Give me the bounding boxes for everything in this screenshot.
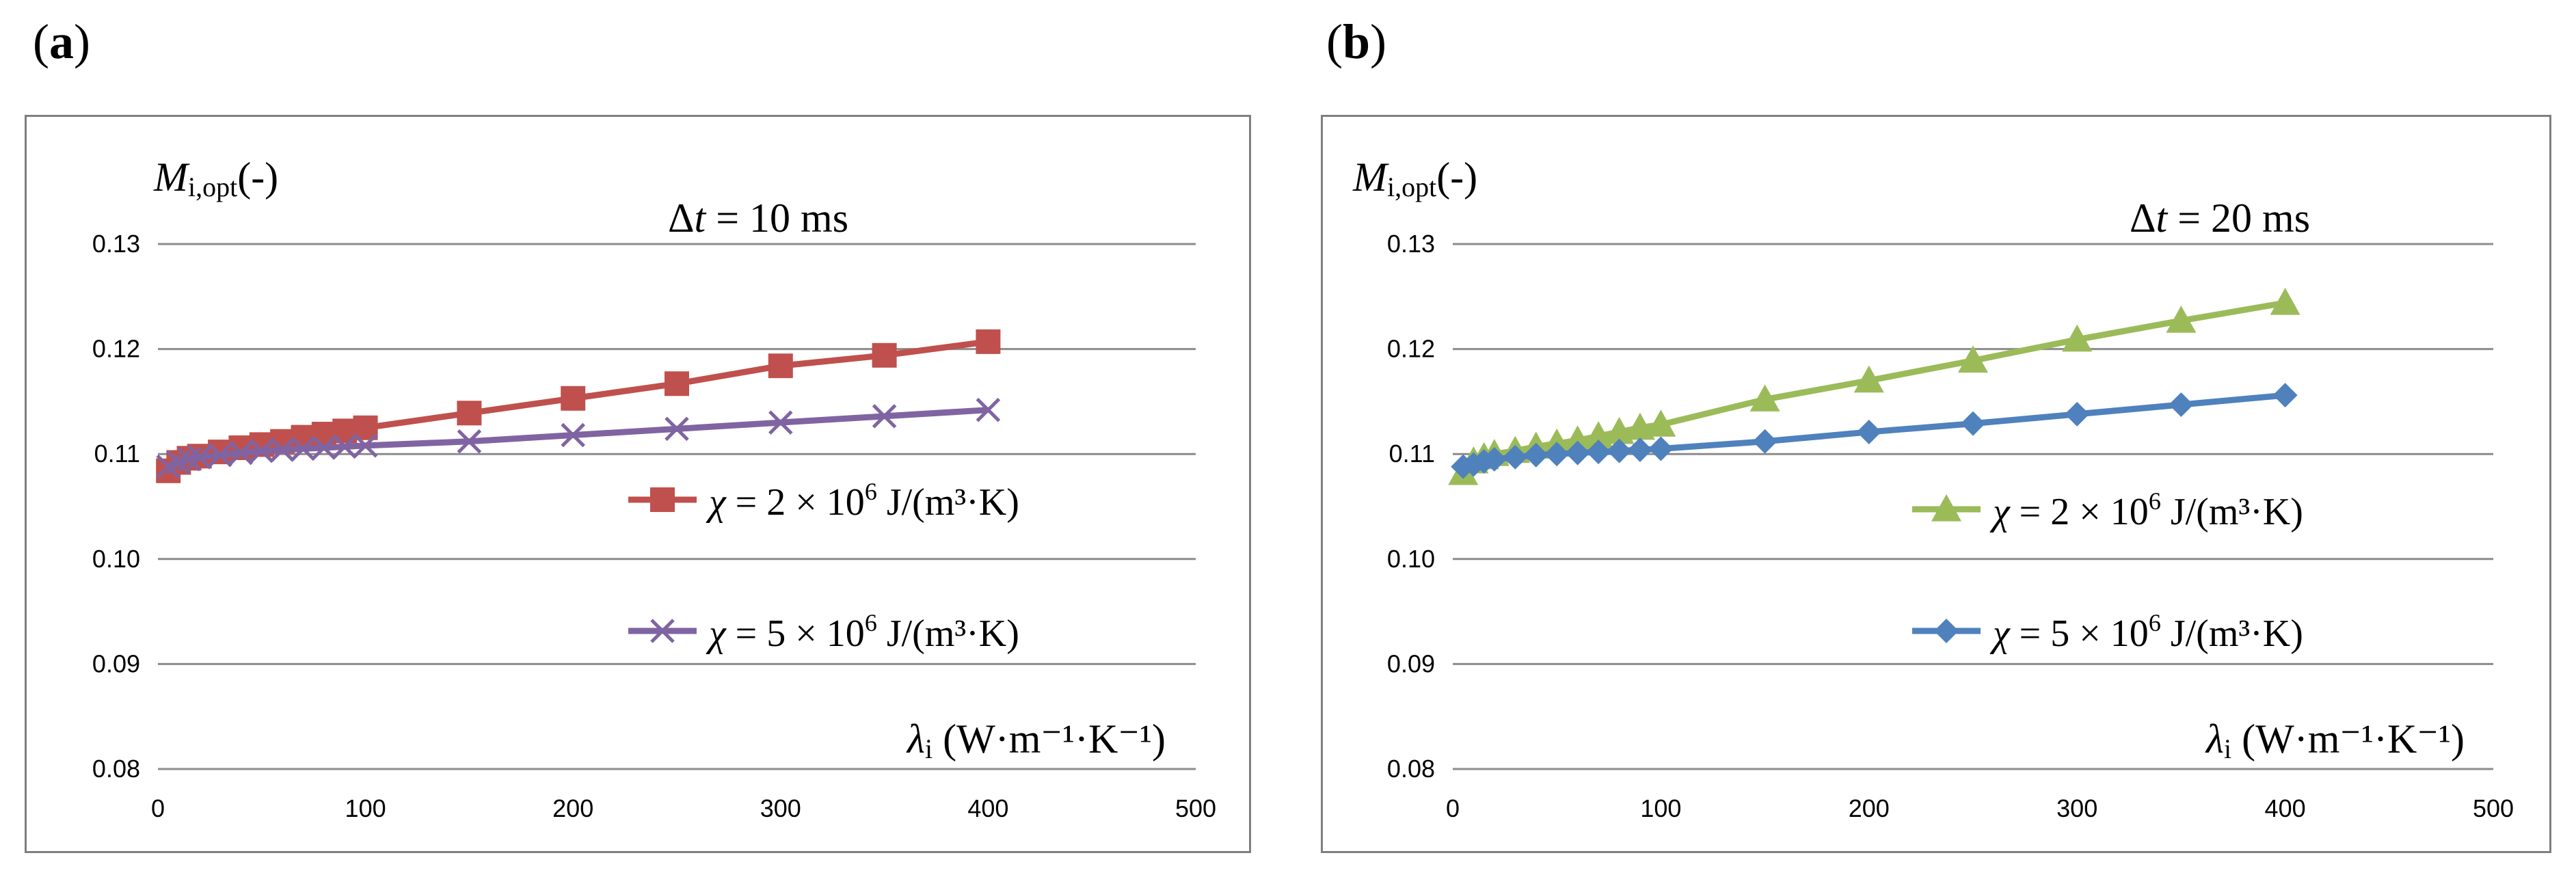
chart-a-ytick-label: 0.11 <box>94 440 140 468</box>
chart-b-series-1-point <box>1503 444 1528 470</box>
chart-a-legend-swatch-marker <box>650 619 675 643</box>
chart-b-legend-swatch-marker <box>1931 494 1961 522</box>
chart-a-legend-label-1: χ = 5 × 106 J/(m³·K) <box>706 609 1019 655</box>
chart-a-series-1-point <box>291 436 316 461</box>
chart-a-series-1-point <box>353 433 378 458</box>
panel-label-a-open: ( <box>33 14 49 69</box>
chart-b-series-0-point <box>1646 409 1676 437</box>
chart-b-series-0-point <box>1624 412 1655 440</box>
chart-b-ytick-label: 0.11 <box>1389 440 1435 468</box>
chart-a-xtick-label: 0 <box>151 794 165 822</box>
chart-a-annotation: Δt = 10 ms <box>668 195 848 241</box>
chart-a-ytick-label: 0.13 <box>92 230 140 258</box>
chart-b-series-0-point <box>1853 365 1884 393</box>
chart-a-series-1-point <box>665 416 689 442</box>
chart-a-xlabel: λi (W·m⁻¹·K⁻¹) <box>906 716 1166 764</box>
chart-a-series-0-point <box>561 386 586 411</box>
chart-b-series-1-point <box>1627 437 1652 463</box>
panel-label-b-open: ( <box>1326 14 1343 69</box>
chart-a-xtick-label: 400 <box>967 794 1008 822</box>
chart-a-series-1-point <box>187 445 212 470</box>
panel-label-a-letter: a <box>49 14 74 69</box>
chart-b-series-1-point <box>1607 438 1632 463</box>
chart-a-series-1-point <box>332 434 358 459</box>
chart-b-series-1-point <box>1856 419 1881 444</box>
chart-b-series-0-point <box>2270 288 2300 315</box>
chart-a-series-1-point <box>312 435 336 460</box>
chart-a-series-1-point <box>872 404 897 429</box>
chart-b-legend-label-1: χ = 5 × 106 J/(m³·K) <box>1989 609 2303 655</box>
chart-a-ylabel: Mi,opt(-) <box>153 154 278 202</box>
chart-b-xtick-label: 100 <box>1640 794 1681 822</box>
chart-b-series-1-point <box>1586 440 1611 465</box>
panel-label-b: (b) <box>1326 14 1386 70</box>
chart-b-ytick-label: 0.13 <box>1387 230 1435 258</box>
chart-b-series-1-point <box>1961 411 1985 436</box>
chart-b-series-0-point <box>1749 384 1780 412</box>
chart-b-ytick-label: 0.10 <box>1387 545 1435 573</box>
chart-a-series-1-point <box>976 397 1001 422</box>
chart-b-legend-swatch-marker <box>1934 619 1959 643</box>
chart-b-series-1-point <box>1523 442 1548 468</box>
chart-b-xtick-label: 400 <box>2265 794 2306 822</box>
chart-b-series-0-point <box>2062 324 2093 352</box>
chart-a-ytick-label: 0.10 <box>92 545 140 573</box>
chart-a-ytick-label: 0.09 <box>92 649 140 677</box>
chart-a-series-0-point <box>872 342 897 368</box>
chart-a-svg: 0.08 0.09 0.10 0.11 0.12 0.13 0 100 200 300 400 500… <box>92 154 1216 822</box>
chart-a-xtick-label: 500 <box>1175 794 1216 822</box>
panel-label-a: (a) <box>33 14 90 70</box>
chart-a-series-1-point <box>457 429 482 454</box>
chart-a-ytick-label: 0.12 <box>92 335 140 363</box>
chart-b-series-0-point <box>2166 306 2197 333</box>
chart-a-legend-label-0: χ = 2 × 106 J/(m³·K) <box>706 478 1019 524</box>
chart-a: 0.08 0.09 0.10 0.11 0.12 0.13 0 100 200 300 400 500… <box>25 115 1251 853</box>
chart-a-ytick-label: 0.08 <box>92 755 140 783</box>
chart-b-xtick-label: 0 <box>1446 794 1460 822</box>
chart-a-xtick-label: 300 <box>760 794 801 822</box>
chart-b-series-1-point <box>1565 440 1590 466</box>
chart-b: 0.08 0.09 0.10 0.11 0.12 0.13 0 100 200 300 400 500… <box>1321 115 2551 853</box>
panel-label-b-close: ) <box>1370 14 1387 69</box>
chart-a-xtick-label: 100 <box>345 794 386 822</box>
chart-a-series-0-point <box>768 353 793 379</box>
chart-a-series-1-point <box>228 440 254 466</box>
chart-a-series-0-point <box>457 401 482 426</box>
chart-b-series-1-point <box>1481 446 1507 472</box>
chart-b-xtick-label: 500 <box>2473 794 2514 822</box>
chart-a-series-1-point <box>561 422 585 448</box>
chart-b-series-1-point <box>1752 429 1777 454</box>
chart-b-ytick-label: 0.12 <box>1387 335 1435 363</box>
chart-a-legend-swatch-marker <box>650 487 675 512</box>
chart-b-series-1-point <box>2169 392 2194 418</box>
chart-b-xtick-label: 300 <box>2056 794 2097 822</box>
panel-label-b-letter: b <box>1342 14 1371 69</box>
chart-a-series-1-point <box>768 410 793 435</box>
chart-b-xlabel: λi (W·m⁻¹·K⁻¹) <box>2205 716 2465 764</box>
chart-a-xtick-label: 200 <box>552 794 593 822</box>
chart-b-svg: 0.08 0.09 0.10 0.11 0.12 0.13 0 100 200 300 400 500… <box>1352 154 2514 822</box>
chart-b-series-1-point <box>2065 401 2090 427</box>
chart-b-series-1-point <box>1648 436 1674 461</box>
chart-b-xtick-label: 200 <box>1849 794 1890 822</box>
chart-b-ylabel: Mi,opt(-) <box>1352 154 1477 202</box>
panel-label-a-close: ) <box>73 14 90 69</box>
chart-a-series-1-point <box>270 437 295 462</box>
chart-a-series-0-point <box>976 329 1001 354</box>
chart-b-ytick-label: 0.09 <box>1387 649 1435 677</box>
chart-b-series-1-point <box>1544 442 1570 467</box>
chart-b-series-1-point <box>2272 383 2298 408</box>
chart-a-series-1-point <box>208 442 232 468</box>
chart-b-series-0-point <box>1958 345 1988 373</box>
chart-b-annotation: Δt = 20 ms <box>2130 195 2310 241</box>
chart-a-series-0-point <box>665 371 689 396</box>
chart-b-ytick-label: 0.08 <box>1387 755 1435 783</box>
chart-a-series-0-point <box>311 422 336 447</box>
chart-a-series-1-point <box>250 438 274 463</box>
chart-b-legend-label-0: χ = 2 × 106 J/(m³·K) <box>1989 487 2303 533</box>
